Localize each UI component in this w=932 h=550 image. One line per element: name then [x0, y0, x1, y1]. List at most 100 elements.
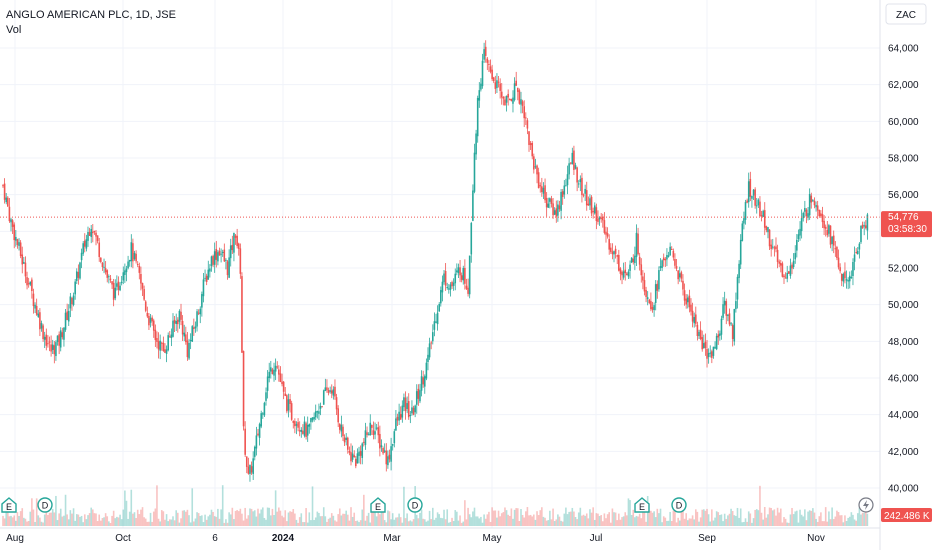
candle[interactable]: [568, 163, 570, 175]
candle[interactable]: [236, 235, 238, 247]
candle[interactable]: [626, 273, 628, 276]
candle[interactable]: [670, 249, 673, 251]
candle[interactable]: [765, 226, 768, 231]
candle[interactable]: [842, 273, 845, 282]
candle[interactable]: [132, 243, 134, 262]
candle[interactable]: [130, 242, 133, 262]
candle[interactable]: [210, 256, 213, 267]
candle[interactable]: [284, 393, 287, 396]
candle[interactable]: [371, 424, 373, 428]
candle[interactable]: [736, 276, 739, 300]
candle[interactable]: [515, 80, 517, 86]
candle[interactable]: [794, 252, 797, 260]
candle[interactable]: [566, 174, 569, 186]
candle[interactable]: [829, 225, 832, 245]
candle[interactable]: [398, 411, 400, 421]
candle[interactable]: [529, 143, 532, 146]
candle[interactable]: [266, 376, 269, 391]
candle[interactable]: [23, 262, 25, 264]
candle[interactable]: [775, 246, 777, 250]
price-axis[interactable]: 40,000 42,000 44,000 46,000 48,000 50,000 52,0…: [879, 0, 932, 550]
candle[interactable]: [406, 403, 408, 409]
candle[interactable]: [778, 261, 780, 264]
candle[interactable]: [422, 377, 424, 385]
candle[interactable]: [637, 233, 639, 255]
candle[interactable]: [128, 260, 131, 262]
candle[interactable]: [762, 210, 764, 217]
candle[interactable]: [151, 317, 153, 322]
candle[interactable]: [601, 216, 604, 221]
candle[interactable]: [725, 301, 728, 316]
candle[interactable]: [629, 264, 631, 271]
dividend-marker-shape[interactable]: [407, 497, 423, 513]
candle[interactable]: [361, 443, 364, 458]
candle[interactable]: [573, 150, 575, 170]
candle[interactable]: [117, 281, 120, 290]
candle[interactable]: [606, 233, 609, 237]
candle[interactable]: [577, 183, 580, 185]
candle[interactable]: [433, 321, 436, 330]
candle[interactable]: [387, 456, 389, 466]
candle[interactable]: [640, 264, 643, 276]
candle[interactable]: [704, 341, 707, 349]
candle[interactable]: [496, 80, 498, 89]
candle[interactable]: [518, 90, 521, 104]
candle[interactable]: [337, 408, 339, 423]
candle[interactable]: [642, 276, 644, 281]
candle[interactable]: [247, 466, 250, 474]
candle[interactable]: [262, 413, 264, 415]
candle[interactable]: [789, 265, 792, 276]
candle[interactable]: [88, 232, 91, 236]
candle[interactable]: [484, 46, 487, 56]
candle[interactable]: [162, 342, 165, 351]
candle[interactable]: [306, 424, 309, 436]
candle[interactable]: [720, 318, 723, 335]
candle[interactable]: [645, 290, 647, 297]
candle[interactable]: [252, 458, 254, 474]
earnings-marker[interactable]: E: [370, 497, 386, 513]
candle[interactable]: [545, 197, 548, 208]
candle[interactable]: [375, 427, 378, 429]
candle[interactable]: [759, 201, 761, 217]
candle[interactable]: [292, 420, 295, 423]
candle[interactable]: [797, 234, 800, 239]
candle[interactable]: [452, 282, 455, 286]
candle[interactable]: [311, 417, 314, 421]
candle[interactable]: [614, 248, 617, 254]
dividend-marker[interactable]: D: [671, 497, 687, 513]
candle[interactable]: [669, 246, 671, 256]
candle[interactable]: [587, 203, 590, 206]
candle[interactable]: [141, 282, 144, 289]
candle[interactable]: [93, 230, 96, 233]
candle[interactable]: [696, 324, 699, 337]
candle[interactable]: [302, 430, 304, 434]
candle[interactable]: [186, 340, 189, 358]
candle[interactable]: [733, 308, 736, 342]
candle[interactable]: [417, 388, 420, 399]
candle[interactable]: [399, 414, 402, 420]
candle[interactable]: [112, 282, 115, 300]
candle[interactable]: [279, 373, 282, 382]
candle[interactable]: [395, 418, 397, 431]
candle[interactable]: [124, 270, 126, 275]
candle[interactable]: [549, 198, 551, 202]
candle[interactable]: [396, 416, 399, 421]
candle[interactable]: [289, 399, 291, 404]
candle[interactable]: [741, 223, 744, 241]
candle[interactable]: [425, 362, 428, 379]
candle[interactable]: [707, 353, 710, 357]
candle[interactable]: [760, 215, 763, 217]
candle[interactable]: [464, 267, 466, 284]
candle[interactable]: [443, 273, 445, 283]
candle[interactable]: [308, 424, 311, 427]
candle[interactable]: [763, 210, 766, 228]
candle[interactable]: [109, 278, 112, 281]
candle[interactable]: [59, 330, 62, 348]
candle[interactable]: [525, 117, 527, 119]
candle[interactable]: [114, 287, 117, 299]
candle[interactable]: [55, 342, 57, 357]
candle[interactable]: [500, 91, 503, 98]
candle[interactable]: [435, 321, 437, 323]
candle[interactable]: [412, 407, 415, 415]
candle[interactable]: [175, 321, 177, 325]
